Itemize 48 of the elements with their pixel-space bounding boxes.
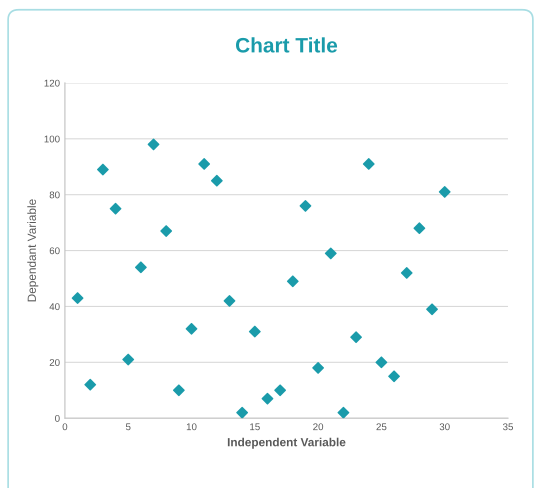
point xyxy=(198,158,210,170)
point xyxy=(286,275,299,288)
y-tick-label: 60 xyxy=(50,247,60,254)
y-tick-label: 80 xyxy=(50,191,60,198)
point xyxy=(388,370,400,382)
point xyxy=(324,247,337,260)
x-axis-title: Independent Variable xyxy=(228,438,346,449)
y-tick-label: 0 xyxy=(55,414,60,422)
x-tick-label: 20 xyxy=(313,423,324,430)
y-axis-title: Dependant Variable xyxy=(27,199,38,302)
point xyxy=(72,292,84,304)
point xyxy=(300,200,312,212)
point xyxy=(110,202,122,215)
x-tick-label: 10 xyxy=(186,423,197,430)
y-tick-label: 20 xyxy=(50,359,60,366)
point xyxy=(438,186,451,198)
x-tick-label: 35 xyxy=(502,423,513,430)
y-tick-label: 100 xyxy=(44,136,60,142)
point xyxy=(413,222,426,234)
point xyxy=(134,261,147,274)
point xyxy=(262,392,274,405)
point xyxy=(97,164,109,176)
x-tick-label: 25 xyxy=(376,423,386,430)
x-tick-label: 15 xyxy=(250,423,260,430)
y-tick-label: 120 xyxy=(44,80,60,87)
point xyxy=(350,331,362,344)
point xyxy=(362,158,375,170)
point xyxy=(338,406,350,418)
point xyxy=(172,384,185,396)
chart-title: Chart Title xyxy=(236,37,338,53)
point xyxy=(186,322,198,335)
point xyxy=(122,354,134,366)
point xyxy=(210,174,223,187)
point xyxy=(224,294,236,307)
point xyxy=(312,362,324,374)
point xyxy=(426,303,438,316)
x-tick-label: 0 xyxy=(62,423,68,430)
point xyxy=(236,406,248,418)
point xyxy=(84,378,96,391)
x-tick-label: 5 xyxy=(126,423,131,430)
point xyxy=(248,326,261,338)
x-tick-label: 30 xyxy=(440,423,450,430)
y-tick-label: 40 xyxy=(49,303,60,310)
point xyxy=(376,356,388,368)
point xyxy=(400,267,413,279)
point xyxy=(274,384,286,396)
point xyxy=(160,225,172,237)
point xyxy=(148,138,160,150)
